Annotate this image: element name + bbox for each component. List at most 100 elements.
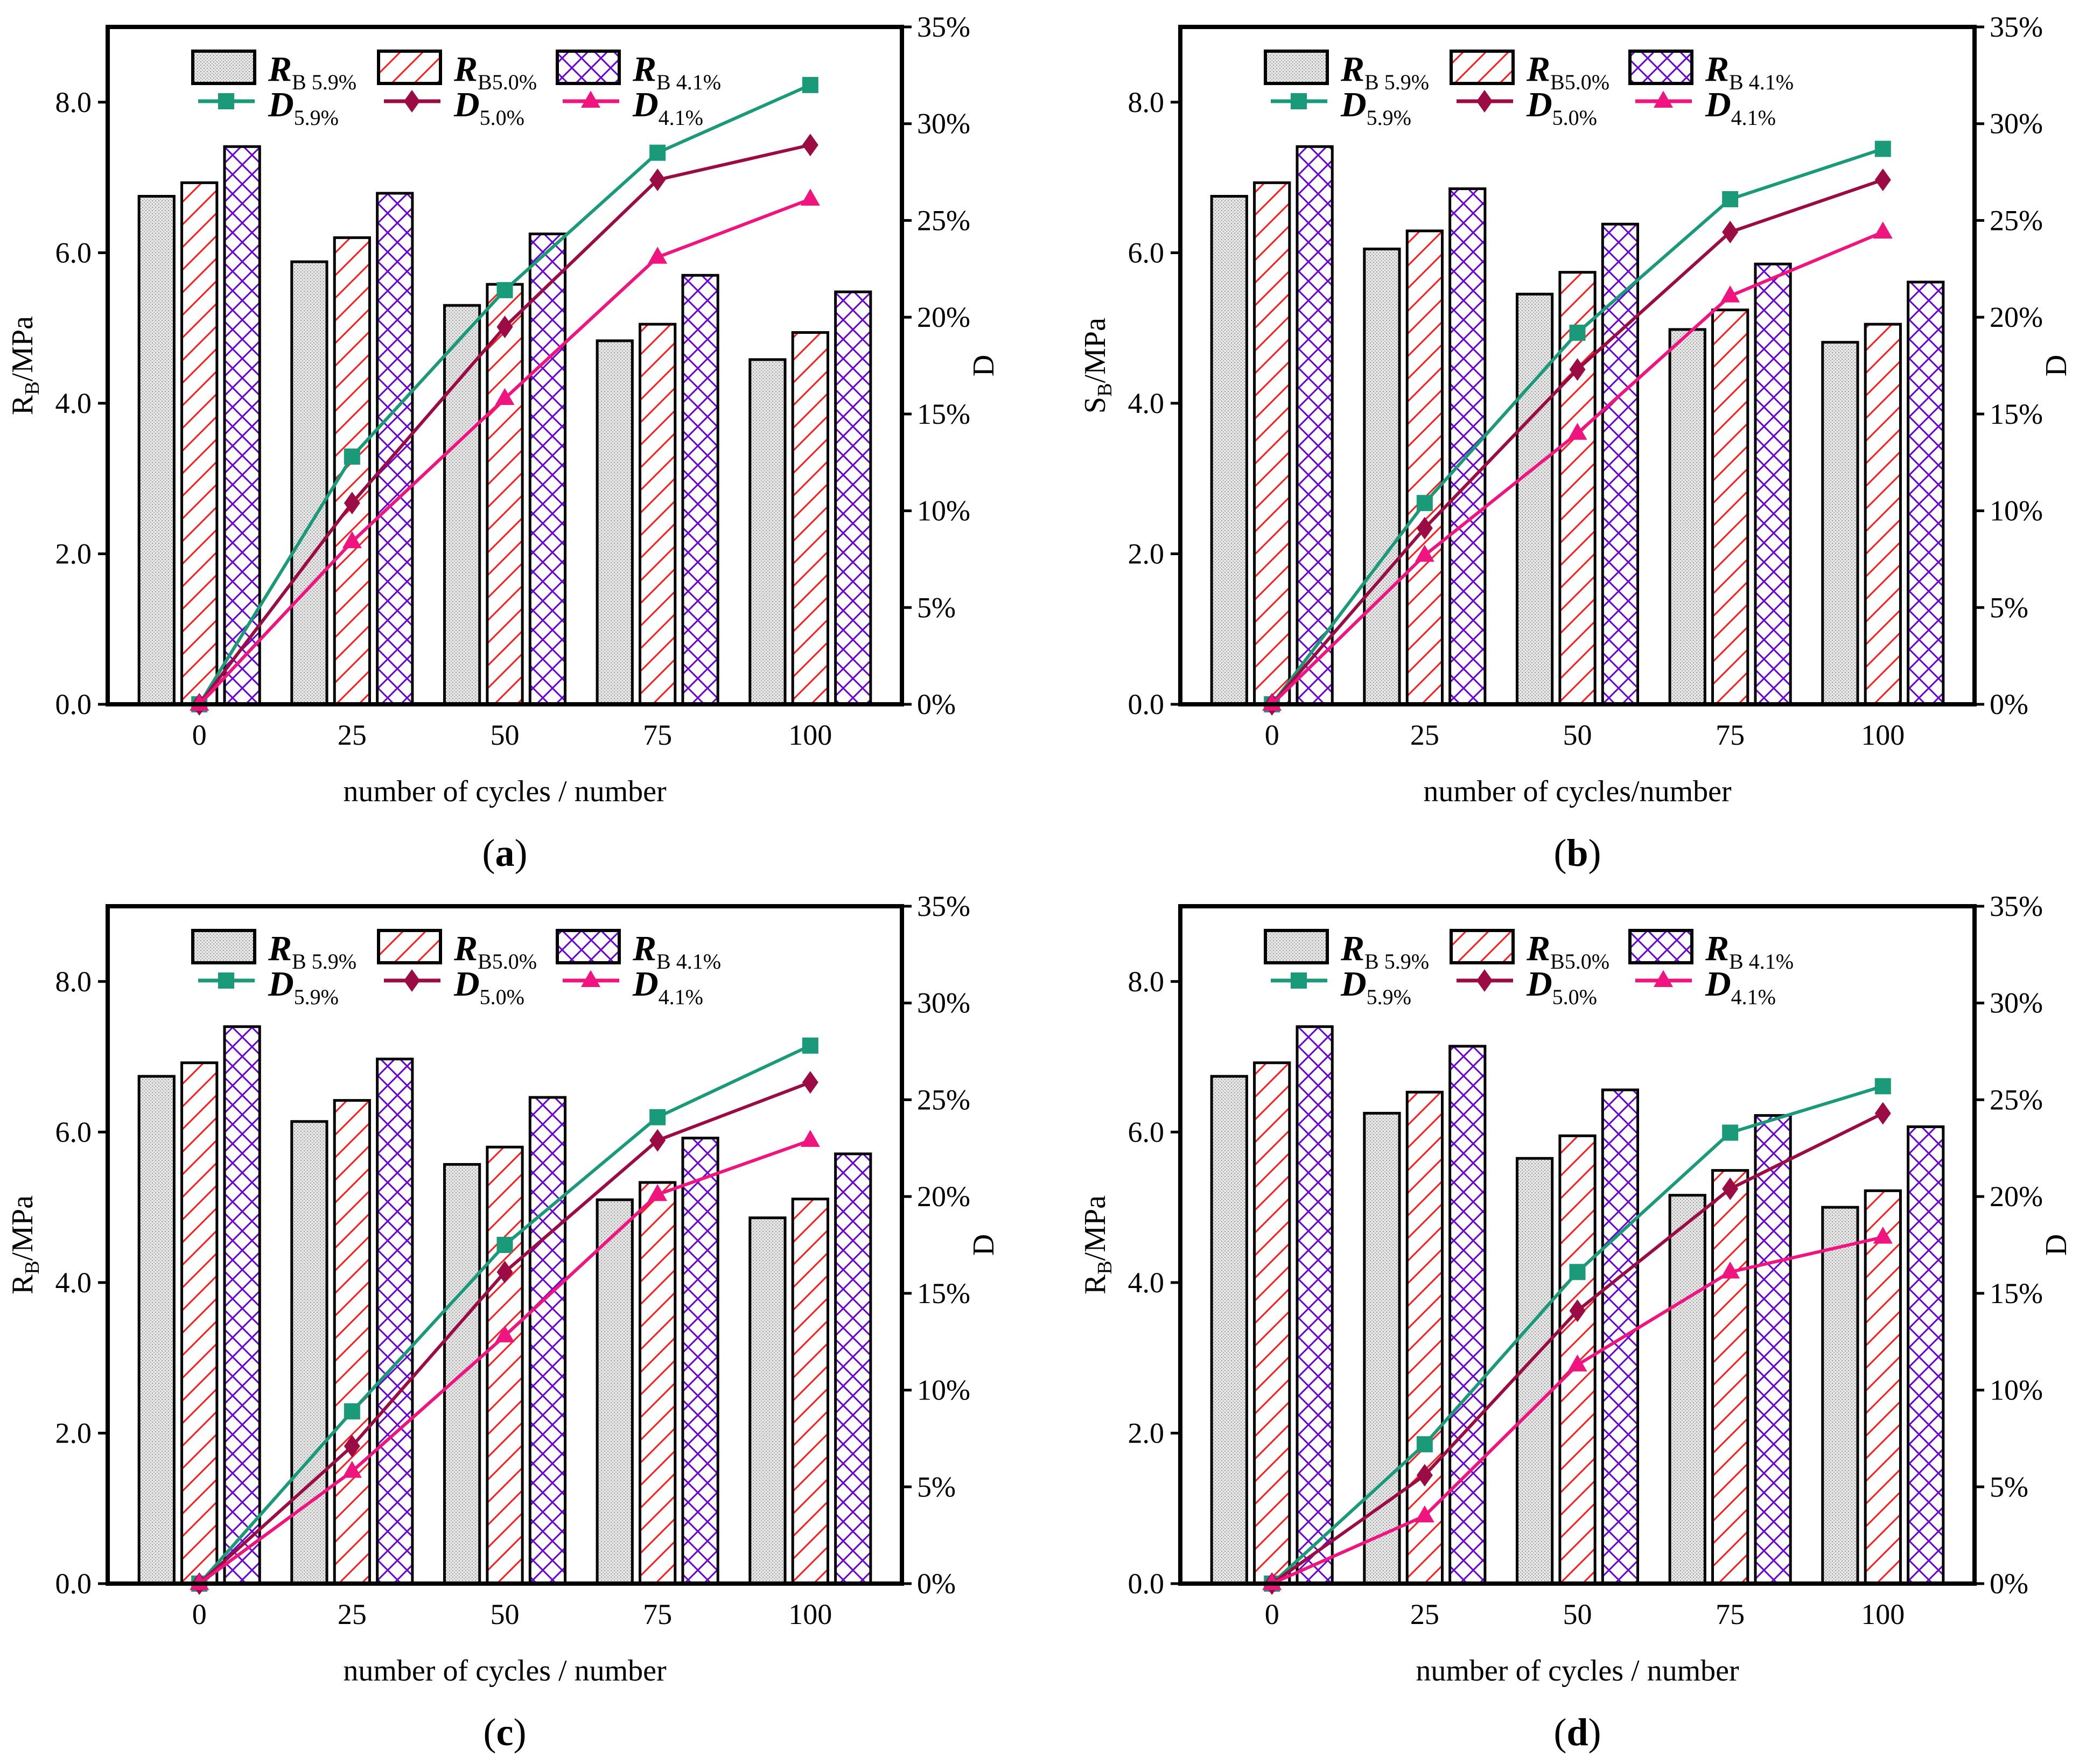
chart-panel-d: 0.0 2.0 4.0 6.0 8.0 0% 5% 10% 15% 20% 25% 30% 35% 0 25… [1079,890,2073,1754]
legend-label-main: R [632,50,656,89]
y-tick-label: 0.0 [1128,688,1165,720]
legend-item-bar: RB 5.9% [1264,50,1429,94]
bar-r50 [180,181,219,706]
legend-label-main: R [1705,929,1729,968]
bar-r41 [1448,1045,1487,1585]
x-tick-label: 50 [1563,719,1592,751]
bar-r50 [639,1181,677,1585]
legend-label: D4.1% [632,964,703,1009]
point-d59 [1569,1264,1586,1280]
y2-axis-title: D [2040,355,2073,376]
x-tick-label: 25 [1410,719,1439,751]
y2-tick-label: 25% [1990,1083,2043,1116]
bar-r59 [748,1216,787,1585]
y-tick-label: 0.0 [55,1567,92,1600]
point-d50 [649,168,666,191]
legend-label-main: R [632,929,656,968]
point-d41 [648,247,668,264]
y-tick-label: 4.0 [55,1266,92,1299]
point-d59 [1722,1124,1739,1141]
bar-r59 [1210,1075,1248,1585]
legend-label: RB5.0% [453,929,537,974]
legend-label-sub: 5.0% [1552,106,1597,130]
legend-label-sub: B 5.9% [292,70,356,94]
legend-swatch [377,50,442,85]
plot-frame [1178,904,1977,1586]
panel-label-letter: d [1566,1711,1588,1754]
legend-label-main: D [268,964,294,1004]
legend-label-sub: B5.0% [1550,949,1609,974]
legend-item-bar: RB 5.9% [1264,929,1429,974]
panel-label-letter: b [1566,831,1588,874]
bar-r59 [1668,1194,1706,1585]
legend-label: D5.0% [1526,964,1597,1009]
bar-r50 [1864,1189,1902,1585]
legend-marker [1654,90,1673,108]
point-d41 [1415,1505,1434,1523]
legend-label-main: D [453,85,480,124]
point-d59 [1722,191,1739,207]
point-d59 [344,1403,360,1420]
legend-label-main: D [1526,85,1552,124]
y2-tick-label: 20% [1990,301,2043,333]
legend-item-bar: RB5.0% [377,929,537,974]
panel-label: (a) [482,831,528,874]
y2-tick-label: 5% [1990,591,2028,624]
legend-item-bar: RB 5.9% [191,50,356,94]
legend-marker [1476,90,1493,113]
point-d59 [496,1237,513,1253]
y-tick-label: 4.0 [55,387,92,419]
x-tick-label: 100 [1861,719,1905,751]
y2-tick-label: 25% [1990,204,2043,236]
legend-label: RB 5.9% [1340,929,1429,974]
y-tick-label: 2.0 [55,1417,92,1449]
bar-r50 [486,283,524,706]
bar-r50 [1711,1169,1749,1585]
panel-label: (c) [484,1711,527,1754]
legend-label-sub: 4.1% [659,106,703,130]
point-d41 [495,388,515,405]
bar-r59 [1515,292,1554,706]
bar-r59 [290,260,328,706]
bar-r41 [834,290,872,706]
bar-r50 [791,331,829,706]
bar-r41 [1601,1088,1640,1585]
legend-item-bar: RB 4.1% [1628,50,1794,94]
point-d41 [1567,423,1587,440]
y-axis-title: RB/MPa [6,1195,44,1294]
legend-item-line: D4.1% [563,85,703,130]
legend-label-main: D [1340,964,1367,1004]
legend-label-sub: B 4.1% [1729,949,1794,974]
y-tick-label: 6.0 [55,1116,92,1148]
bar-r59 [596,339,634,706]
x-tick-label: 50 [491,719,520,751]
legend-label-main: D [1340,85,1367,124]
y-axis-title-main: R [6,395,39,415]
legend-item-line: D4.1% [1635,85,1776,130]
legend-item-line: D5.0% [384,85,524,130]
bar-r59 [443,304,481,706]
legend-item-bar: RB 4.1% [556,929,721,974]
legend-item-bar: RB5.0% [1450,50,1609,94]
y2-tick-label: 35% [1990,11,2043,43]
legend-label: D5.9% [1340,964,1411,1009]
legend-label: D4.1% [632,85,703,130]
legend-label: RB 4.1% [632,50,721,94]
y-axis-title-sub: B [1094,1261,1116,1274]
legend-item-line: D5.0% [384,964,524,1009]
legend-marker [1291,972,1307,989]
legend-marker [218,93,234,109]
y2-tick-label: 5% [917,591,956,624]
y-tick-label: 2.0 [1128,1417,1165,1449]
point-d50 [1569,358,1586,381]
y-tick-label: 2.0 [1128,537,1165,570]
y2-tick-label: 20% [917,1180,970,1213]
y2-tick-label: 0% [917,688,956,720]
y-axis-title-main: R [6,1274,39,1294]
y-axis-title-main: R [1079,1274,1112,1294]
legend-item-line: D5.0% [1457,85,1597,130]
x-axis-title: number of cycles/number [1423,775,1732,808]
point-d50 [802,1071,818,1094]
bar-r50 [1253,1061,1291,1585]
legend-item-bar: RB 5.9% [191,929,356,974]
